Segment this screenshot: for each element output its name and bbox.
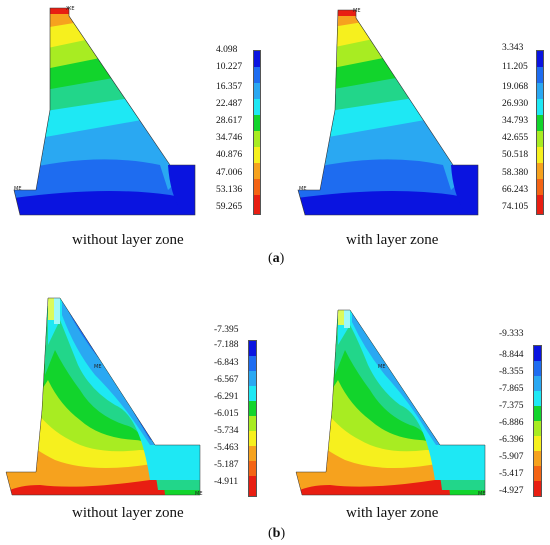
- node-marker: МЕ: [478, 491, 485, 497]
- contour-plot-b-without-layer: МЕ МЕ: [5, 297, 202, 497]
- legend-value: 66.243: [502, 185, 529, 195]
- node-marker: ЖЕ: [66, 6, 75, 12]
- colorbar-a-right: [536, 50, 544, 215]
- legend-value: 3.343: [502, 43, 524, 53]
- colorbar-b-right: [533, 345, 542, 497]
- legend-value: -5.734: [214, 426, 239, 436]
- legend-value: 50.518: [502, 150, 529, 160]
- caption-a-right: with layer zone: [346, 232, 439, 248]
- legend-value: -7.865: [499, 384, 524, 394]
- panel-label-a: (a): [268, 251, 285, 266]
- contour-plot-a-without-layer: ЖЕ МЕ: [13, 6, 196, 216]
- legend-value: -6.396: [499, 435, 524, 445]
- legend-value: -7.188: [214, 340, 239, 350]
- colorbar-b-left: [248, 340, 257, 497]
- legend-value: 16.357: [216, 82, 243, 92]
- legend-value: 28.617: [216, 116, 243, 126]
- node-marker: МЕ: [299, 186, 306, 192]
- node-marker: МЕ: [14, 186, 21, 192]
- legend-value: 11.205: [502, 62, 528, 72]
- legend-value: -6.886: [499, 418, 524, 428]
- legend-value: 19.068: [502, 82, 529, 92]
- legend-value: -5.187: [214, 460, 239, 470]
- legend-value: -4.911: [214, 477, 239, 487]
- legend-value: -6.567: [214, 375, 239, 385]
- legend-value: -9.333: [499, 329, 524, 339]
- legend-value: -7.395: [214, 325, 239, 335]
- node-marker: МЕ: [94, 364, 101, 370]
- node-marker: МЕ: [353, 8, 360, 14]
- legend-value: 34.746: [216, 133, 243, 143]
- legend-value: 10.227: [216, 62, 243, 72]
- caption-b-right: with layer zone: [346, 505, 439, 521]
- legend-value: -6.843: [214, 358, 239, 368]
- legend-value: -5.417: [499, 469, 524, 479]
- legend-value: 74.105: [502, 202, 529, 212]
- caption-b-left: without layer zone: [72, 505, 184, 521]
- legend-value: -7.375: [499, 401, 524, 411]
- legend-value: -6.291: [214, 392, 239, 402]
- legend-value: 59.265: [216, 202, 243, 212]
- panel-letter-a: a: [272, 251, 280, 266]
- legend-value: 26.930: [502, 99, 529, 109]
- colorbar-a-left: [253, 50, 261, 215]
- legend-value: 34.793: [502, 116, 529, 126]
- legend-value: 42.655: [502, 133, 529, 143]
- caption-a-left: without layer zone: [72, 232, 184, 248]
- panel-letter-b: b: [272, 526, 281, 541]
- legend-value: -8.355: [499, 367, 524, 377]
- contour-plot-b-with-layer: МЕ МЕ: [295, 309, 485, 497]
- legend-value: -4.927: [499, 486, 524, 496]
- legend-value: -5.463: [214, 443, 239, 453]
- legend-value: 4.098: [216, 45, 238, 55]
- contour-plot-a-with-layer: МЕ МЕ: [297, 8, 479, 216]
- legend-value: -6.015: [214, 409, 239, 419]
- legend-value: 22.487: [216, 99, 243, 109]
- legend-value: 58.380: [502, 168, 529, 178]
- legend-value: -5.907: [499, 452, 524, 462]
- node-marker: МЕ: [378, 364, 385, 370]
- legend-value: 53.136: [216, 185, 243, 195]
- legend-value: 40.876: [216, 150, 243, 160]
- legend-value: -8.844: [499, 350, 524, 360]
- node-marker: МЕ: [195, 491, 202, 497]
- panel-label-b: (b): [268, 526, 286, 541]
- legend-value: 47.006: [216, 168, 243, 178]
